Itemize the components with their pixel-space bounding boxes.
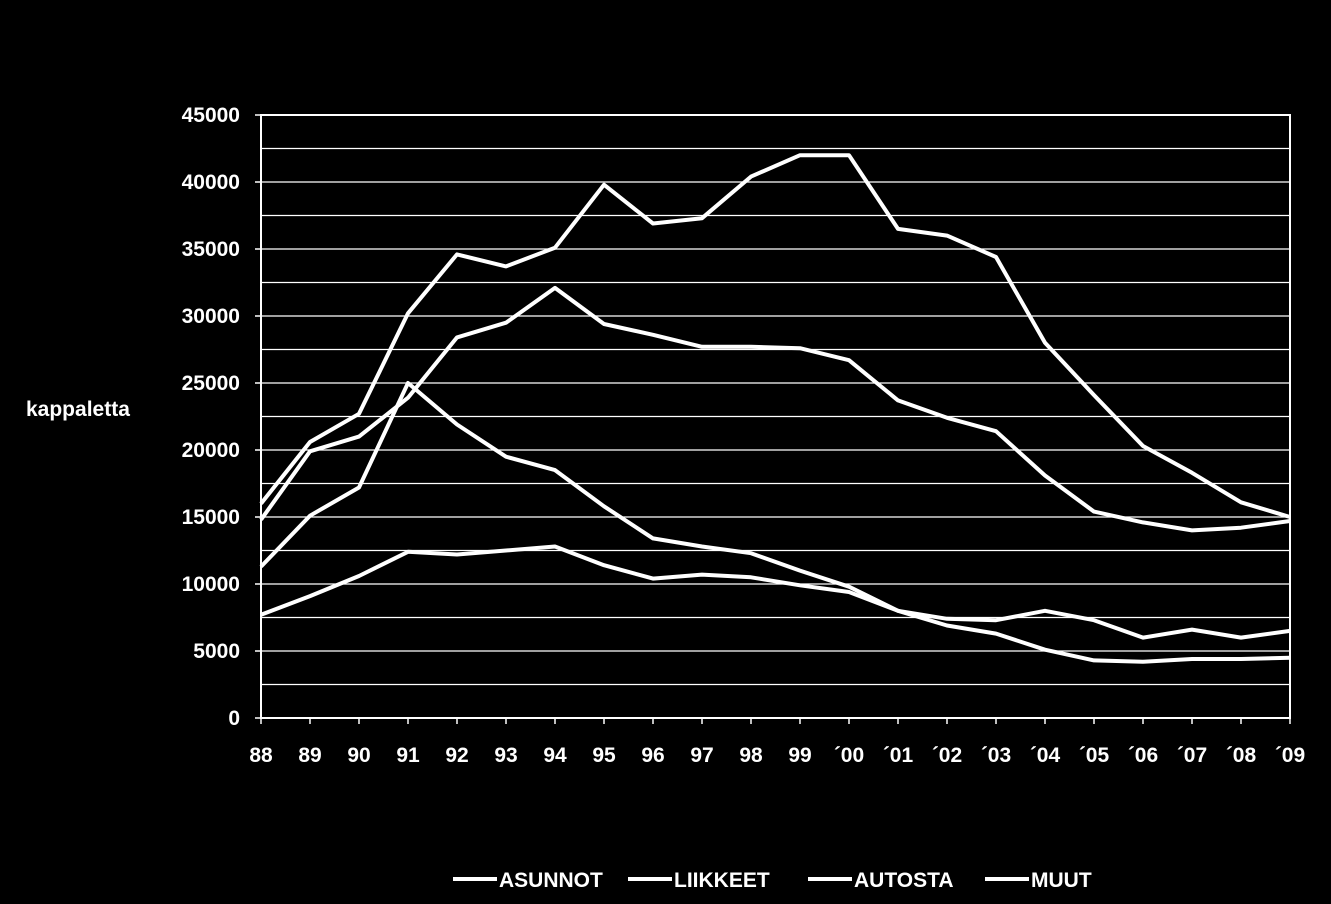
- legend-label: ASUNNOT: [499, 869, 603, 892]
- x-tick-label: 88: [249, 744, 273, 767]
- x-tick-label: 99: [788, 744, 811, 767]
- x-tick-label: ´03: [981, 744, 1011, 767]
- y-tick-label: 20000: [182, 439, 240, 462]
- x-tick-label: ´01: [883, 744, 914, 767]
- legend-label: MUUT: [1031, 869, 1092, 892]
- y-tick-label: 30000: [182, 305, 240, 328]
- legend: ASUNNOT LIIKKEET AUTOSTA MUUT: [453, 869, 1092, 892]
- x-axis-ticks: 88 89 90 91 92 93 94 95 96 97 98 99 ´00 ´01 ´02 ´03 ´04 ´…: [249, 718, 1305, 767]
- y-tick-label: 45000: [182, 104, 240, 127]
- series-lines: [259, 153, 1291, 664]
- x-tick-label: 92: [445, 744, 468, 767]
- x-tick-label: 93: [494, 744, 517, 767]
- legend-label: LIIKKEET: [674, 869, 770, 892]
- x-tick-label: ´08: [1226, 744, 1257, 767]
- y-tick-label: 15000: [182, 506, 240, 529]
- series-line-muut: [260, 544, 1291, 640]
- y-tick-label: 0: [228, 707, 240, 730]
- x-tick-label: 95: [592, 744, 616, 767]
- series-line-autosta: [259, 381, 1291, 664]
- x-tick-label: ´06: [1128, 744, 1158, 767]
- y-tick-label: 40000: [182, 171, 240, 194]
- x-tick-label: ´05: [1079, 744, 1110, 767]
- x-tick-label: 98: [739, 744, 763, 767]
- y-axis-label: kappaletta: [26, 398, 130, 421]
- x-tick-label: 97: [690, 744, 713, 767]
- x-tick-label: ´02: [932, 744, 962, 767]
- x-tick-label: ´04: [1030, 744, 1061, 767]
- x-tick-label: ´07: [1177, 744, 1207, 767]
- y-tick-label: 25000: [182, 372, 240, 395]
- x-tick-label: 89: [298, 744, 321, 767]
- x-tick-label: 96: [641, 744, 664, 767]
- y-axis-ticks: 0 5000 10000 15000 20000 25000 30000 35000 40000…: [182, 104, 261, 730]
- x-tick-label: 94: [543, 744, 567, 767]
- y-tick-label: 5000: [193, 640, 240, 663]
- series-line-liikkeet: [259, 285, 1291, 533]
- y-tick-label: 35000: [182, 238, 240, 261]
- series-line-asunnot: [259, 153, 1291, 519]
- x-tick-label: ´09: [1275, 744, 1305, 767]
- x-tick-label: 91: [396, 744, 420, 767]
- x-tick-label: ´00: [834, 744, 864, 767]
- legend-label: AUTOSTA: [854, 869, 954, 892]
- y-tick-label: 10000: [182, 573, 240, 596]
- x-tick-label: 90: [347, 744, 370, 767]
